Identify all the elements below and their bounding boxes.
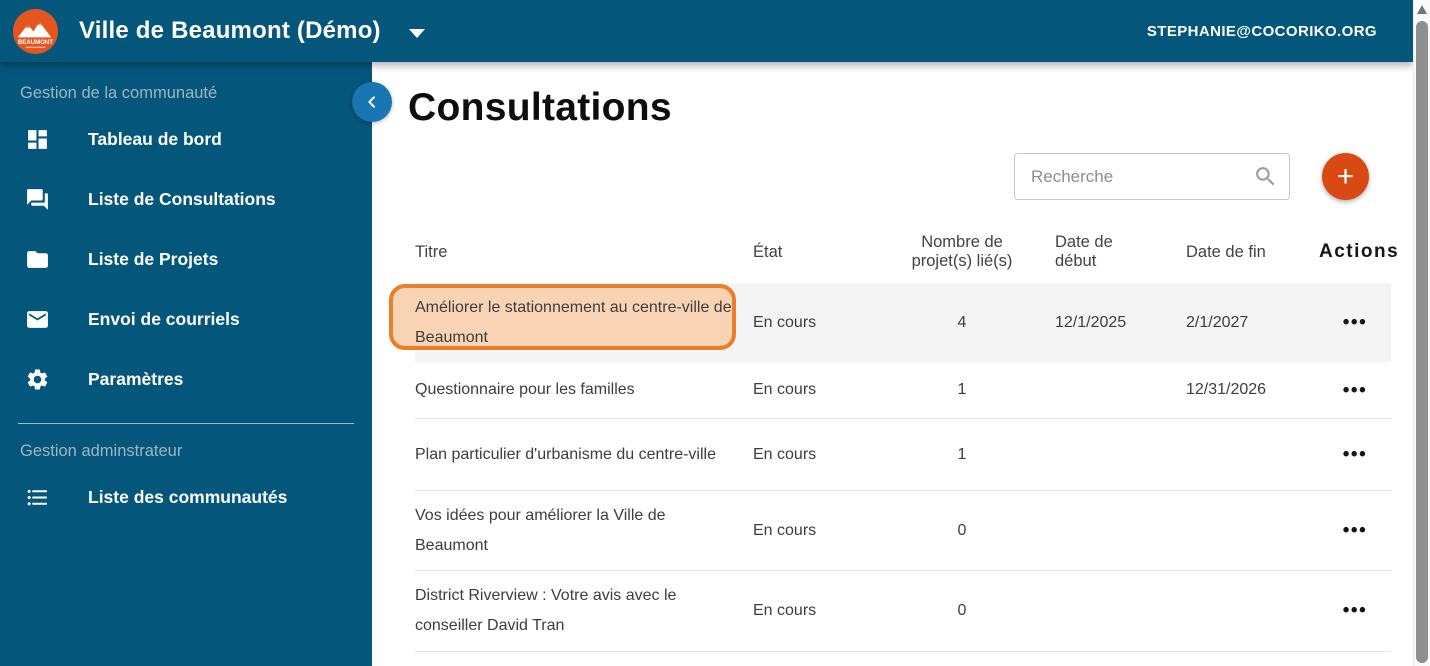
beaumont-logo: BEAUMONT bbox=[12, 8, 59, 54]
sidebar-item-label: Tableau de bord bbox=[88, 128, 222, 149]
sidebar-collapse-button[interactable] bbox=[352, 82, 392, 122]
sidebar-item-label: Paramètres bbox=[88, 368, 184, 389]
sidebar-item-liste-de-projets[interactable]: Liste de Projets bbox=[0, 229, 372, 289]
search-icon[interactable] bbox=[1253, 164, 1278, 189]
row-project-count: 1 bbox=[957, 381, 967, 399]
gear-icon bbox=[24, 366, 50, 392]
header-etat: État bbox=[753, 242, 783, 261]
row-actions-menu-icon[interactable]: ••• bbox=[1342, 520, 1368, 542]
topbar: BEAUMONT Ville de Beaumont (Démo) STEPHA… bbox=[0, 0, 1413, 62]
mail-icon bbox=[24, 306, 50, 332]
sidebar-item-envoi-de-courriels[interactable]: Envoi de courriels bbox=[0, 289, 372, 349]
sidebar-item-label: Envoi de courriels bbox=[88, 308, 240, 329]
header-actions: Actions bbox=[1319, 241, 1400, 262]
user-email-menu[interactable]: STEPHANIE@COCORIKO.ORG bbox=[1146, 22, 1377, 40]
sidebar-item-label: Liste des communautés bbox=[88, 486, 288, 507]
row-title: Plan particulier d'urbanisme du centre-v… bbox=[415, 445, 716, 463]
sidebar: Gestion de la communauté Tableau de bord… bbox=[0, 62, 372, 666]
search-input[interactable] bbox=[1014, 153, 1290, 200]
community-switcher-caret-icon[interactable] bbox=[408, 28, 425, 38]
row-title: Questionnaire pour les familles bbox=[415, 381, 635, 399]
sidebar-item-tableau-de-bord[interactable]: Tableau de bord bbox=[0, 109, 372, 169]
list-icon bbox=[24, 484, 50, 510]
folder-icon bbox=[24, 246, 50, 272]
main-content: Consultations + Titre État Nombre de pro… bbox=[372, 62, 1413, 666]
header-date-debut: Date de début bbox=[1055, 233, 1113, 270]
row-status: En cours bbox=[753, 445, 817, 463]
row-title: Consultation citoyenne: plan directeur d… bbox=[415, 662, 737, 666]
consultations-table: Titre État Nombre de projet(s) lié(s) Da… bbox=[389, 225, 1400, 666]
row-status: En cours bbox=[753, 602, 817, 620]
row-project-count: 0 bbox=[957, 521, 967, 539]
scrollbar-thumb[interactable] bbox=[1416, 21, 1428, 663]
row-actions-menu-icon[interactable]: ••• bbox=[1342, 379, 1368, 401]
row-end-date: 12/31/2026 bbox=[1186, 381, 1267, 399]
row-status: En cours bbox=[753, 521, 817, 539]
row-start-date: 12/1/2025 bbox=[1055, 313, 1127, 331]
community-name: Ville de Beaumont (Démo) bbox=[79, 17, 381, 44]
row-project-count: 4 bbox=[957, 313, 967, 331]
highlight-annotation bbox=[389, 284, 736, 350]
header-date-fin: Date de fin bbox=[1186, 242, 1266, 261]
row-end-date: 2/1/2027 bbox=[1186, 313, 1249, 331]
svg-text:BEAUMONT: BEAUMONT bbox=[18, 40, 53, 46]
sidebar-item-liste-de-consultations[interactable]: Liste de Consultations bbox=[0, 169, 372, 229]
row-actions-menu-icon[interactable]: ••• bbox=[1342, 312, 1368, 334]
table-row[interactable]: Plan particulier d'urbanisme du centre-v… bbox=[415, 419, 1391, 492]
row-title: Améliorer le stationnement au centre-vil… bbox=[415, 299, 732, 346]
table-row[interactable]: Vos idées pour améliorer la Ville de Bea… bbox=[415, 491, 1391, 572]
dashboard-icon bbox=[24, 126, 50, 152]
sidebar-item-parametres[interactable]: Paramètres bbox=[0, 349, 372, 409]
sidebar-section-community: Gestion de la communauté bbox=[20, 84, 218, 102]
scrollbar-up-arrow-icon[interactable] bbox=[1417, 5, 1427, 14]
sidebar-item-label: Liste de Consultations bbox=[88, 188, 276, 209]
chat-icon bbox=[24, 186, 50, 212]
row-status: En cours bbox=[753, 313, 817, 331]
row-project-count: 0 bbox=[957, 602, 967, 620]
row-actions-menu-icon[interactable]: ••• bbox=[1342, 600, 1368, 622]
chevron-left-icon bbox=[368, 96, 375, 108]
page-title: Consultations bbox=[408, 86, 672, 129]
table-row[interactable]: Consultation citoyenne: plan directeur d… bbox=[415, 652, 1391, 666]
row-project-count: 1 bbox=[957, 445, 967, 463]
row-title: District Riverview : Votre avis avec le … bbox=[415, 587, 677, 634]
row-status: En cours bbox=[753, 381, 817, 399]
table-row[interactable]: Questionnaire pour les familles En cours… bbox=[415, 362, 1391, 420]
toolbar: + bbox=[1014, 153, 1369, 200]
row-actions-menu-icon[interactable]: ••• bbox=[1342, 444, 1368, 466]
table-row[interactable]: District Riverview : Votre avis avec le … bbox=[415, 571, 1391, 652]
sidebar-divider bbox=[18, 423, 354, 424]
add-consultation-button[interactable]: + bbox=[1322, 153, 1369, 200]
sidebar-section-admin: Gestion adminstrateur bbox=[20, 442, 183, 460]
header-nombre: Nombre de projet(s) lié(s) bbox=[911, 233, 1013, 270]
sidebar-item-liste-des-communautes[interactable]: Liste des communautés bbox=[0, 467, 372, 527]
sidebar-item-label: Liste de Projets bbox=[88, 248, 219, 269]
table-row[interactable]: Améliorer le stationnement au centre-vil… bbox=[389, 283, 1391, 363]
table-header-row: Titre État Nombre de projet(s) lié(s) Da… bbox=[415, 225, 1400, 283]
row-title: Vos idées pour améliorer la Ville de Bea… bbox=[415, 507, 666, 554]
vertical-scrollbar[interactable] bbox=[1413, 0, 1430, 666]
header-titre: Titre bbox=[415, 242, 448, 261]
search-box bbox=[1014, 153, 1290, 200]
